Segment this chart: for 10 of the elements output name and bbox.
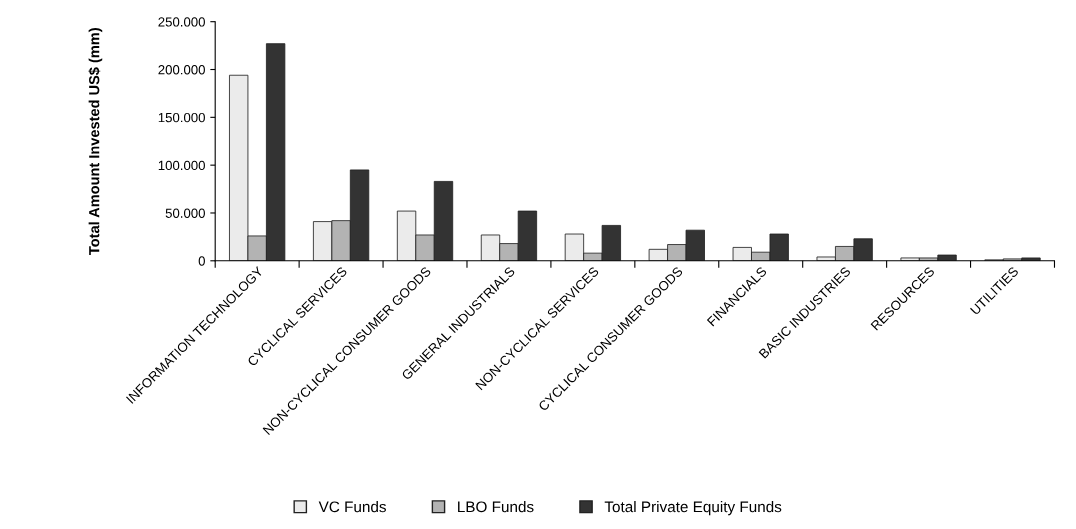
legend-label: LBO Funds <box>458 501 534 513</box>
y-tick-label: 150.000 <box>158 112 205 123</box>
y-axis-title: Total Amount Invested US$ (mm) <box>88 28 103 255</box>
y-tick-label: 200.000 <box>158 65 205 75</box>
legend-label: Total Private Equity Funds <box>604 501 782 516</box>
y-tick-label: 100.000 <box>158 160 205 171</box>
y-tick-label: 250.000 <box>158 17 205 27</box>
y-tick-label: 50.000 <box>165 208 205 218</box>
legend-label: VC Funds <box>318 501 386 513</box>
y-tick-label: 0 <box>198 256 205 266</box>
